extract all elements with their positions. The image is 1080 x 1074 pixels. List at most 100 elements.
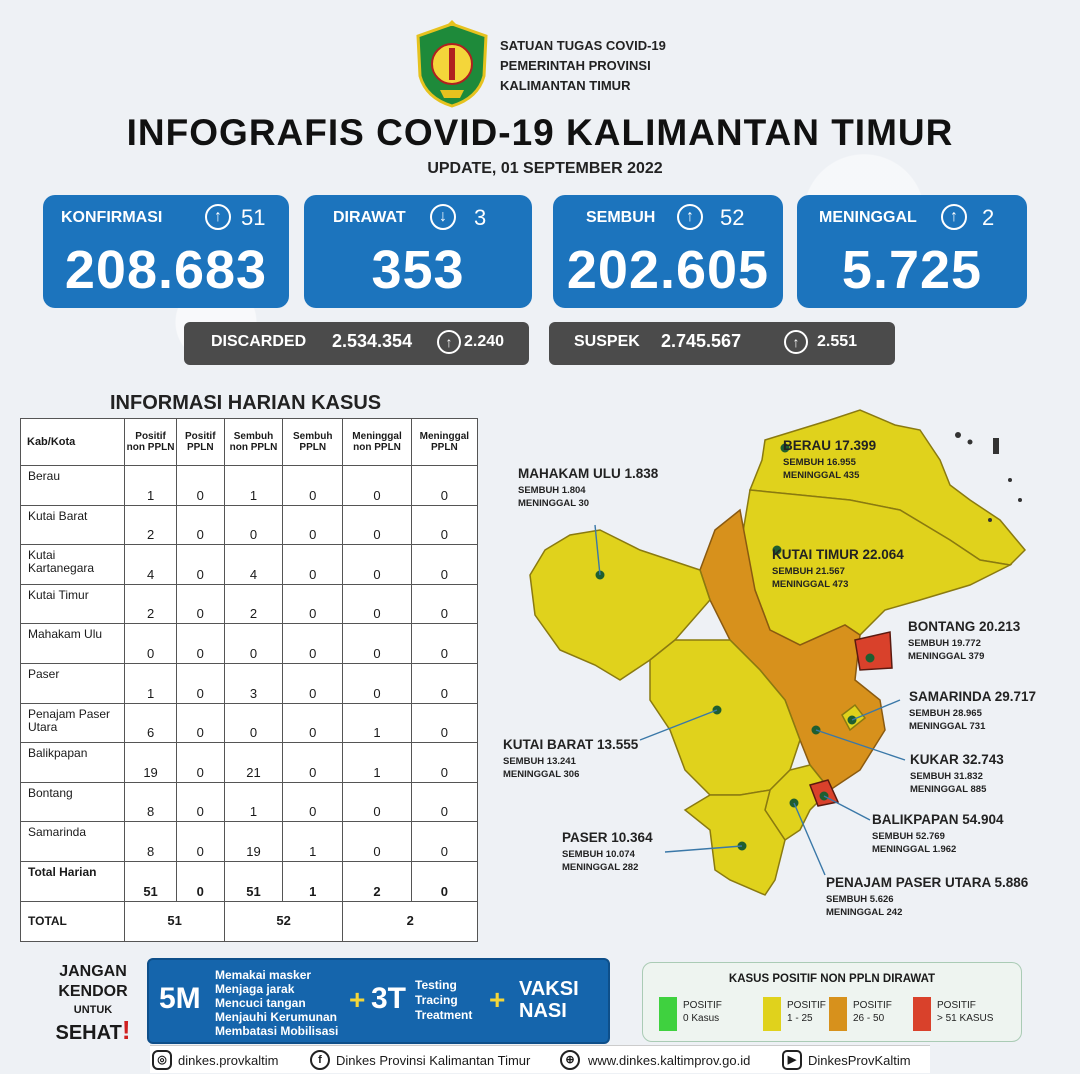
- row-name: TOTAL: [19, 900, 126, 942]
- table-cell: 4: [124, 544, 177, 585]
- stat-label: DIRAWAT: [333, 209, 406, 226]
- org-line-1: SATUAN TUGAS COVID-19: [500, 38, 666, 53]
- arrow-down-icon: ↓: [430, 204, 456, 230]
- table-cell: 0: [282, 544, 344, 585]
- region-name: PASER: [562, 830, 608, 845]
- youtube-link[interactable]: DinkesProvKaltim: [808, 1053, 911, 1068]
- table-cell: 0: [410, 623, 479, 664]
- marker-dot: [772, 545, 782, 555]
- marker-dot: [865, 653, 875, 663]
- map-label-bontang: BONTANG 20.213 SEMBUH 19.772 MENINGGAL 379: [908, 619, 1020, 663]
- region-name: BERAU: [783, 438, 832, 453]
- map-label-berau: BERAU 17.399 SEMBUH 16.955 MENINGGAL 435: [783, 438, 876, 482]
- map-label-kutai-timur: KUTAI TIMUR 22.064 SEMBUH 21.567 MENINGGAL…: [772, 547, 904, 591]
- table-cell: 0: [410, 583, 479, 625]
- region-name: KUTAI TIMUR: [772, 547, 859, 562]
- legend-line: 1 - 25: [787, 1013, 813, 1024]
- instagram-icon: ◎: [152, 1050, 172, 1070]
- table-cell: 2: [124, 583, 177, 625]
- table-cell: 6: [124, 702, 177, 744]
- fivem-item: Menjauhi Kerumunan: [215, 1010, 338, 1024]
- table-row: Samarinda 8 0 19 1 0 0: [19, 821, 479, 862]
- stat-value: 5.725: [841, 240, 983, 300]
- table-cell: 4: [223, 544, 284, 585]
- table-cell: 19: [223, 821, 284, 862]
- stat-change: 52: [720, 205, 745, 230]
- campaign-banner: 5M Memakai masker Menjaga jarak Mencuci …: [147, 958, 610, 1044]
- table-cell: 1: [282, 860, 344, 902]
- region-sembuh: SEMBUH 21.567: [772, 566, 845, 577]
- region-name: KUTAI BARAT: [503, 737, 594, 752]
- region-meninggal: MENINGGAL 1.962: [872, 844, 957, 855]
- table-cell: 2: [342, 860, 412, 902]
- legend-label: POSITIF > 51 KASUS: [937, 999, 993, 1025]
- suspek-change: 2.551: [817, 333, 858, 350]
- vaksinasi-line: VAKSI: [519, 978, 579, 1000]
- table-cell: 0: [175, 583, 225, 625]
- region-sembuh: SEMBUH 28.965: [909, 708, 982, 719]
- legend-line: POSITIF: [683, 1000, 722, 1011]
- region-total: 29.717: [994, 689, 1037, 704]
- fivem-label: 5M: [159, 982, 201, 1015]
- region-total: 1.838: [624, 466, 659, 481]
- legend-line: > 51 KASUS: [937, 1013, 994, 1024]
- fivem-list: Memakai masker Menjaga jarak Mencuci tan…: [215, 968, 338, 1038]
- region-sembuh: SEMBUH 52.769: [872, 831, 945, 842]
- total-row: TOTAL 51 52 2: [19, 900, 478, 942]
- table-cell: 0: [282, 465, 344, 506]
- table-cell: 0: [282, 781, 344, 823]
- stat-label: SEMBUH: [586, 209, 656, 226]
- discarded-value: 2.534.354: [332, 331, 413, 351]
- table-cell: 2: [342, 900, 478, 942]
- table-cell: 0: [282, 504, 344, 546]
- table-cell: 0: [223, 702, 284, 744]
- row-name: Berau: [19, 465, 126, 506]
- kaltim-map: [529, 409, 1027, 896]
- table-cell: 0: [223, 623, 284, 664]
- table-row: Paser 1 0 3 0 0 0: [19, 662, 479, 704]
- globe-icon: ⊕: [560, 1050, 580, 1070]
- table-cell: 0: [342, 662, 412, 704]
- table-cell: 1: [124, 465, 177, 506]
- row-name: Paser: [19, 662, 126, 704]
- map-label-balikpapan: BALIKPAPAN 54.904 SEMBUH 52.769 MENINGGAL …: [872, 812, 1004, 856]
- region-meninggal: MENINGGAL 885: [910, 784, 987, 795]
- table-cell: 2: [223, 583, 284, 625]
- table-cell: 1: [223, 781, 284, 823]
- slogan-line: KENDOR: [58, 983, 128, 1000]
- col-header: Positif non PPLN: [124, 418, 177, 466]
- website-link[interactable]: www.dinkes.kaltimprov.go.id: [588, 1053, 751, 1068]
- table-cell: 0: [342, 465, 412, 506]
- arrow-up-icon: ↑: [205, 204, 231, 230]
- table-row: Kutai Timur 2 0 2 0 0 0: [19, 583, 479, 625]
- table-row: Balikpapan 19 0 21 0 1 0: [19, 742, 479, 783]
- table-cell: 0: [282, 662, 344, 704]
- region-meninggal: MENINGGAL 30: [518, 498, 590, 509]
- stat-value: 353: [371, 240, 465, 300]
- slogan-line: UNTUK: [73, 1004, 113, 1016]
- region-sembuh: SEMBUH 19.772: [908, 638, 981, 649]
- region-total: 54.904: [962, 812, 1004, 827]
- region-name: BONTANG: [908, 619, 976, 634]
- row-name: Samarinda: [19, 821, 126, 862]
- table-cell: 2: [124, 504, 177, 546]
- row-name: Kutai Barat: [19, 504, 126, 546]
- legend-line: 0 Kasus: [683, 1013, 720, 1024]
- table-cell: 0: [175, 623, 225, 664]
- region-sembuh: SEMBUH 10.074: [562, 849, 635, 860]
- region-name: PENAJAM PASER UTARA: [826, 875, 991, 890]
- social-footer: ◎ dinkes.provkaltim f Dinkes Provinsi Ka…: [150, 1045, 930, 1073]
- row-name: Bontang: [19, 781, 126, 823]
- facebook-link[interactable]: Dinkes Provinsi Kalimantan Timur: [336, 1053, 531, 1068]
- stat-label: MENINGGAL: [819, 209, 917, 226]
- daily-cases-table: Kab/Kota Positif non PPLN Positif PPLN S…: [19, 418, 479, 942]
- col-header: Sembuh PPLN: [282, 418, 344, 466]
- instagram-link[interactable]: dinkes.provkaltim: [178, 1053, 279, 1068]
- row-name: Kutai Kartanegara: [19, 544, 126, 585]
- table-title: INFORMASI HARIAN KASUS: [110, 392, 382, 414]
- table-cell: 0: [282, 623, 344, 664]
- discarded-bar: DISCARDED 2.534.354 ↑ 2.240: [184, 322, 529, 365]
- table-cell: 0: [282, 583, 344, 625]
- arrow-up-icon: ↑: [677, 204, 703, 230]
- table-cell: 51: [223, 860, 284, 902]
